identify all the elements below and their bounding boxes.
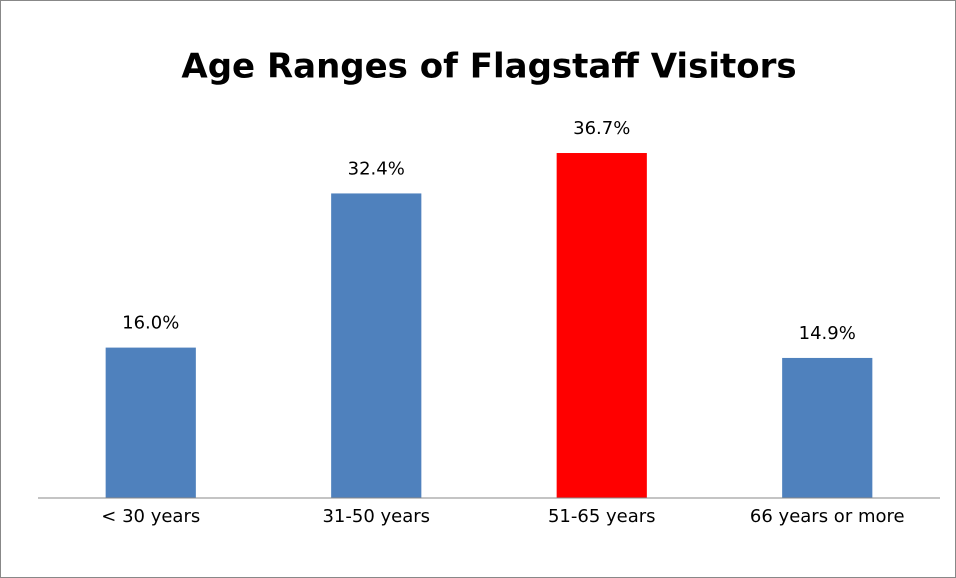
data-label: 36.7% — [573, 118, 630, 139]
bar — [331, 193, 422, 498]
data-label: 16.0% — [122, 313, 179, 334]
x-tick-label: 66 years or more — [750, 506, 905, 527]
bar — [556, 153, 647, 498]
bar — [105, 347, 196, 498]
x-tick-label: 51-65 years — [548, 506, 656, 527]
data-label: 32.4% — [348, 158, 405, 179]
x-tick-label: 31-50 years — [322, 506, 430, 527]
bar — [782, 357, 873, 498]
chart-title: Age Ranges of Flagstaff Visitors — [181, 47, 796, 87]
data-label: 14.9% — [799, 323, 856, 344]
x-tick-label: < 30 years — [101, 506, 200, 527]
